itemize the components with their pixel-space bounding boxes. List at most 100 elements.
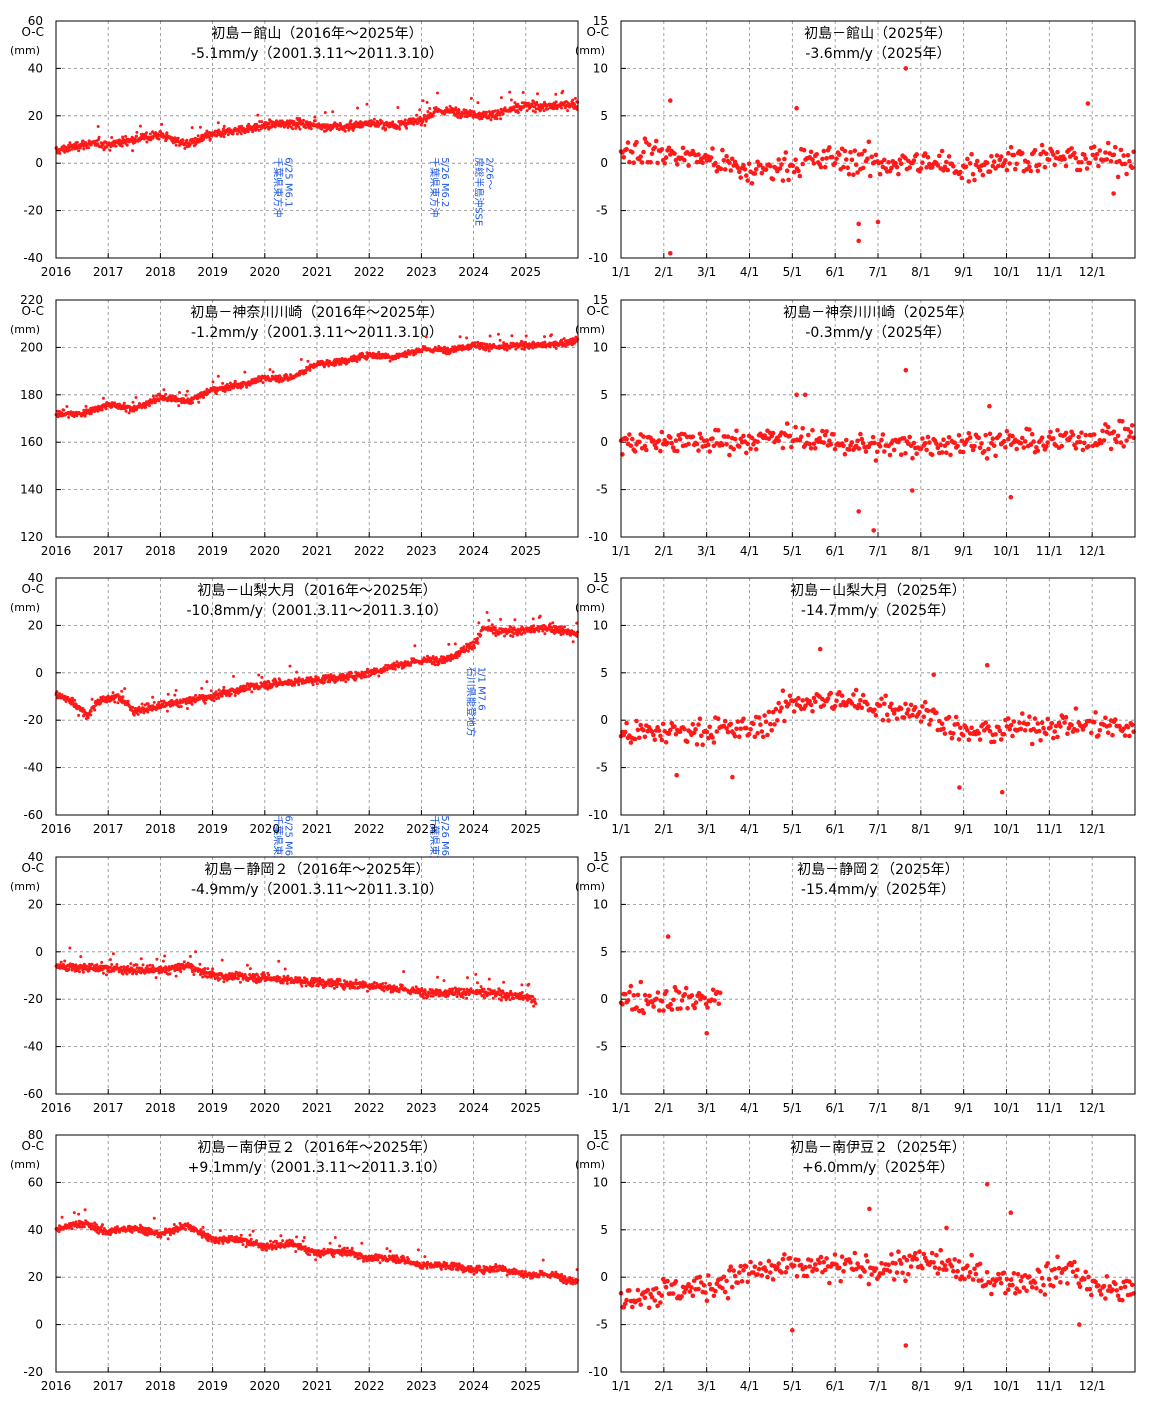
- data-point: [960, 449, 966, 455]
- data-point: [655, 160, 660, 166]
- data-series: [54, 89, 580, 155]
- data-point: [338, 127, 342, 131]
- data-point: [525, 109, 529, 113]
- data-point: [231, 132, 235, 136]
- data-point: [787, 693, 793, 699]
- data-point-outlier: [871, 528, 876, 533]
- data-point: [939, 450, 945, 455]
- data-point: [760, 734, 766, 740]
- data-point: [1018, 726, 1024, 732]
- data-point: [263, 126, 267, 130]
- data-point-outlier: [875, 219, 881, 225]
- y-axis-label: O-C: [22, 304, 45, 318]
- data-point: [898, 706, 904, 711]
- y-tick-label: 5: [600, 388, 608, 402]
- data-point: [630, 150, 635, 155]
- data-point: [1120, 419, 1125, 424]
- data-point: [737, 734, 742, 739]
- data-point: [152, 700, 156, 704]
- data-point: [917, 709, 922, 715]
- chart-title: 初島－神奈川川崎（2025年）: [783, 304, 973, 321]
- data-point: [624, 436, 629, 442]
- data-point: [542, 109, 546, 113]
- data-point: [164, 392, 168, 396]
- data-point: [222, 135, 226, 139]
- data-point: [126, 699, 130, 703]
- data-point: [415, 113, 419, 117]
- data-point: [832, 703, 838, 709]
- data-point: [907, 165, 912, 170]
- data-point: [779, 705, 784, 710]
- x-tick-label: 4/1: [740, 544, 759, 558]
- data-point: [366, 667, 369, 671]
- data-point: [233, 694, 237, 697]
- data-point: [256, 113, 260, 117]
- data-point: [132, 713, 136, 717]
- data-point: [533, 110, 537, 114]
- data-point: [735, 165, 741, 170]
- data-point: [428, 107, 432, 110]
- data-point: [1041, 725, 1046, 731]
- data-point: [537, 629, 541, 633]
- data-point: [824, 429, 829, 434]
- y-axis-unit: (mm): [10, 44, 40, 57]
- x-tick-label: 9/1: [954, 822, 973, 836]
- data-point: [1121, 153, 1126, 158]
- data-point: [1004, 167, 1010, 173]
- x-tick-label: 10/1: [993, 265, 1020, 279]
- x-tick-label: 7/1: [868, 822, 887, 836]
- y-tick-label: 20: [28, 109, 43, 123]
- data-point: [463, 115, 467, 118]
- data-point: [136, 712, 140, 716]
- data-point: [914, 152, 919, 157]
- data-point: [1027, 427, 1032, 432]
- x-tick-label: 3/1: [697, 544, 716, 558]
- data-point: [780, 688, 786, 693]
- data-point: [799, 434, 804, 440]
- data-point: [82, 147, 86, 151]
- data-point: [982, 448, 987, 454]
- data-point: [860, 440, 866, 446]
- data-point: [882, 157, 887, 163]
- y-tick-label: -10: [588, 251, 608, 265]
- data-point: [1025, 721, 1031, 727]
- data-point: [790, 163, 796, 168]
- data-point: [877, 703, 883, 708]
- data-point: [476, 641, 480, 645]
- data-point: [1094, 151, 1100, 157]
- data-point: [759, 729, 765, 734]
- data-point: [827, 145, 832, 150]
- data-point: [741, 716, 746, 722]
- data-point: [97, 135, 101, 139]
- data-point: [979, 441, 984, 446]
- data-point: [1079, 160, 1084, 165]
- data-point: [178, 391, 181, 394]
- data-point: [800, 698, 805, 703]
- x-tick-label: 1/1: [611, 544, 630, 558]
- data-point: [271, 370, 275, 374]
- data-point: [1082, 440, 1087, 446]
- data-point: [460, 114, 464, 118]
- event-annotation: 千葉県東方沖: [271, 157, 284, 217]
- chart-title: 初島－神奈川川崎（2016年～2025年）: [190, 304, 443, 321]
- data-point: [738, 175, 743, 180]
- data-point: [96, 142, 100, 146]
- data-point: [710, 735, 715, 740]
- data-point: [775, 718, 780, 723]
- y-tick-label: 15: [593, 14, 608, 28]
- data-point: [711, 740, 717, 745]
- data-point: [980, 172, 986, 178]
- x-tick-label: 2016: [41, 265, 72, 279]
- data-point: [315, 682, 319, 686]
- data-point: [631, 160, 636, 165]
- y-axis-unit: (mm): [575, 44, 605, 57]
- data-point: [810, 157, 815, 162]
- data-point: [87, 146, 91, 150]
- data-point: [741, 162, 746, 168]
- data-point: [920, 160, 925, 165]
- data-point: [355, 360, 359, 363]
- data-point: [317, 122, 321, 126]
- data-point: [642, 136, 648, 141]
- data-point: [377, 350, 381, 354]
- data-point: [1118, 440, 1124, 445]
